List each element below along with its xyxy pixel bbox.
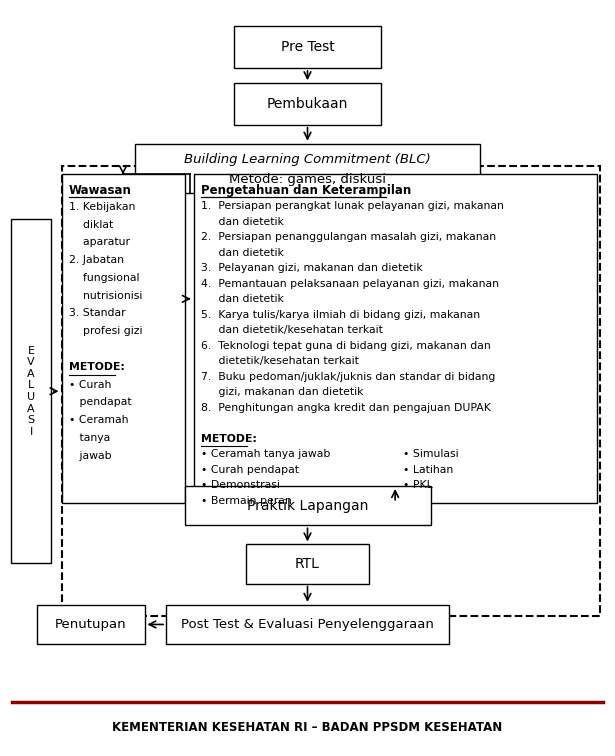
FancyBboxPatch shape (62, 174, 184, 503)
Text: Pengetahuan dan Keterampilan: Pengetahuan dan Keterampilan (201, 184, 411, 197)
Text: Pembukaan: Pembukaan (267, 97, 348, 111)
Text: nutrisionisi: nutrisionisi (69, 291, 142, 301)
Text: tanya: tanya (69, 432, 110, 443)
Text: E
V
A
L
U
A
S
I: E V A L U A S I (27, 345, 35, 437)
FancyBboxPatch shape (11, 219, 51, 563)
Text: Post Test & Evaluasi Penyelenggaraan: Post Test & Evaluasi Penyelenggaraan (181, 618, 434, 631)
Text: fungsional: fungsional (69, 273, 140, 283)
FancyBboxPatch shape (135, 144, 480, 193)
Text: 7.  Buku pedoman/juklak/juknis dan standar di bidang: 7. Buku pedoman/juklak/juknis dan standa… (201, 372, 496, 382)
Text: Pre Test: Pre Test (280, 40, 335, 54)
Text: Metode: games, diskusi: Metode: games, diskusi (229, 173, 386, 186)
Text: RTL: RTL (295, 557, 320, 571)
Text: METODE:: METODE: (201, 434, 257, 444)
Text: profesi gizi: profesi gizi (69, 327, 143, 336)
Text: Wawasan: Wawasan (69, 184, 132, 197)
Text: • Curah: • Curah (69, 380, 111, 389)
Text: • Simulasi: • Simulasi (403, 449, 458, 459)
Text: • Curah pendapat: • Curah pendapat (201, 464, 299, 475)
Text: 2.  Persiapan penanggulangan masalah gizi, makanan: 2. Persiapan penanggulangan masalah gizi… (201, 232, 496, 242)
Text: dietetik/kesehatan terkait: dietetik/kesehatan terkait (201, 356, 359, 366)
Text: 1. Kebijakan: 1. Kebijakan (69, 202, 135, 212)
Text: • Ceramah tanya jawab: • Ceramah tanya jawab (201, 449, 330, 459)
FancyBboxPatch shape (234, 26, 381, 68)
FancyBboxPatch shape (234, 83, 381, 125)
Text: KEMENTERIAN KESEHATAN RI – BADAN PPSDM KESEHATAN: KEMENTERIAN KESEHATAN RI – BADAN PPSDM K… (113, 720, 502, 734)
Text: 8.  Penghitungan angka kredit dan pengajuan DUPAK: 8. Penghitungan angka kredit dan pengaju… (201, 403, 491, 413)
Text: diklat: diklat (69, 219, 113, 230)
Text: 6.  Teknologi tepat guna di bidang gizi, makanan dan: 6. Teknologi tepat guna di bidang gizi, … (201, 341, 491, 351)
Text: 5.  Karya tulis/karya ilmiah di bidang gizi, makanan: 5. Karya tulis/karya ilmiah di bidang gi… (201, 310, 480, 320)
Text: 3. Standar: 3. Standar (69, 308, 125, 318)
Text: 3.  Pelayanan gizi, makanan dan dietetik: 3. Pelayanan gizi, makanan dan dietetik (201, 263, 423, 273)
Text: • Ceramah: • Ceramah (69, 415, 129, 425)
Text: dan dietetik: dan dietetik (201, 248, 284, 258)
Text: METODE:: METODE: (69, 362, 125, 372)
FancyBboxPatch shape (166, 605, 449, 644)
Text: Building Learning Commitment (BLC): Building Learning Commitment (BLC) (184, 153, 431, 166)
Text: • PKL: • PKL (403, 480, 432, 490)
Text: gizi, makanan dan dietetik: gizi, makanan dan dietetik (201, 387, 363, 397)
Text: 4.  Pemantauan pelaksanaan pelayanan gizi, makanan: 4. Pemantauan pelaksanaan pelayanan gizi… (201, 279, 499, 289)
Text: • Bermain peran: • Bermain peran (201, 496, 292, 506)
Text: • Latihan: • Latihan (403, 464, 453, 475)
Text: dan dietetik: dan dietetik (201, 294, 284, 304)
FancyBboxPatch shape (184, 486, 430, 525)
FancyBboxPatch shape (37, 605, 145, 644)
Text: aparatur: aparatur (69, 237, 130, 247)
Text: pendapat: pendapat (69, 398, 132, 407)
Text: dan dietetik: dan dietetik (201, 216, 284, 227)
Text: jawab: jawab (69, 451, 111, 460)
Text: Penutupan: Penutupan (55, 618, 127, 631)
Text: 1.  Persiapan perangkat lunak pelayanan gizi, makanan: 1. Persiapan perangkat lunak pelayanan g… (201, 201, 504, 211)
FancyBboxPatch shape (194, 174, 597, 503)
Text: dan dietetik/kesehatan terkait: dan dietetik/kesehatan terkait (201, 325, 383, 335)
Text: 2. Jabatan: 2. Jabatan (69, 256, 124, 265)
Text: Praktik Lapangan: Praktik Lapangan (247, 499, 368, 513)
Text: • Demonstrasi: • Demonstrasi (201, 480, 280, 490)
FancyBboxPatch shape (246, 544, 369, 584)
